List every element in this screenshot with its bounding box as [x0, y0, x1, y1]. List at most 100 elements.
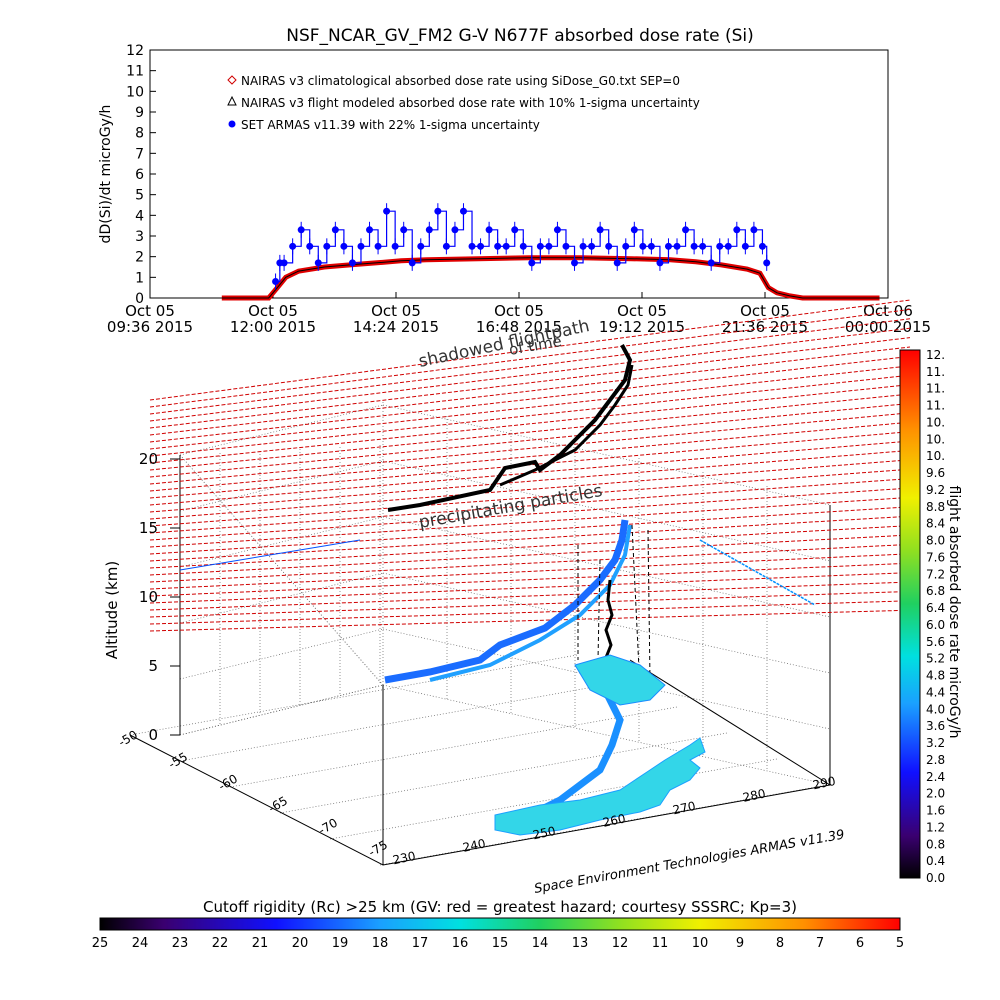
dose-colorbar-tick-label: 2.8: [926, 753, 945, 767]
cutoff-colorbar-tick-label: 18: [372, 936, 389, 951]
cutoff-colorbar-tick-label: 22: [212, 936, 229, 951]
dose-colorbar-tick-label: 10.: [926, 415, 945, 429]
lat-axis-ticks: -50-55-60-65-70-75: [116, 728, 390, 860]
dose-colorbar-tick-label: 5.6: [926, 635, 945, 649]
dose-colorbar-tick-label: 8.4: [926, 517, 945, 531]
x-tick-label: 00:00 2015: [845, 318, 931, 336]
track-projection-right: [699, 539, 816, 606]
grid-line: [382, 404, 831, 506]
dose-rate-chart: NSF_NCAR_GV_FM2 G-V N677F absorbed dose …: [98, 26, 931, 336]
grid-line: [179, 680, 628, 762]
z-axis-ticks: 0 5 10 15 20: [139, 450, 180, 744]
lon-tick-label: 250: [532, 824, 557, 842]
dose-colorbar-tick-label: 9.6: [926, 466, 945, 480]
dose-colorbar-tick-label: 9.2: [926, 483, 945, 497]
z-tick-label: 20: [139, 450, 158, 468]
dose-colorbar-tick-label: 10.: [926, 449, 945, 463]
hatch-line: [149, 487, 911, 541]
cutoff-colorbar-tick-label: 8: [776, 936, 784, 951]
grid-line: [382, 684, 831, 786]
y-tick-label: 3: [135, 229, 144, 245]
series-nairas-flight-modeled: [221, 257, 880, 299]
lat-tick-label: -55: [166, 750, 190, 772]
y-tick-label: 9: [135, 105, 144, 121]
dose-colorbar-tick-label: 7.2: [926, 567, 945, 581]
dose-colorbar-tick-label: 6.0: [926, 618, 945, 632]
cutoff-colorbar-tick-label: 10: [692, 936, 709, 951]
series-armas-step: [437, 210, 447, 247]
x-tick-label: Oct 06: [863, 302, 913, 320]
cutoff-colorbar-tick-label: 11: [652, 936, 669, 951]
grid-line: [382, 516, 831, 618]
cutoff-rigidity-colorbar: Cutoff rigidity (Rc) >25 km (GV: red = g…: [92, 898, 904, 951]
cutoff-colorbar-tick-label: 17: [412, 936, 429, 951]
hatch-line: [149, 590, 911, 618]
hatch-line: [149, 449, 911, 513]
z-axis-label: Altitude (km): [103, 561, 121, 659]
hatch-line: [149, 609, 911, 632]
grid-line: [179, 684, 384, 736]
hatch-line: [149, 346, 911, 436]
lat-tick-label: -70: [316, 816, 340, 838]
x-tick-label: 12:00 2015: [230, 318, 316, 336]
lon-tick-label: 230: [392, 849, 417, 867]
hatch-line: [149, 393, 911, 471]
legend-marker: [228, 120, 236, 128]
dose-colorbar-tick-label: 2.4: [926, 770, 945, 784]
shadowed-flightpath-return: [499, 364, 634, 487]
y-tick-label: 4: [135, 208, 144, 224]
lon-tick-label: 240: [462, 836, 487, 854]
dose-colorbar-tick-label: 1.6: [926, 804, 945, 818]
y-axis-label: dD(Si)/dt microGy/h: [98, 105, 114, 244]
x-tick-label: Oct 05: [248, 302, 298, 320]
hatch-line: [149, 581, 911, 611]
vertical-shadow: [603, 579, 614, 661]
hatch-line: [149, 506, 911, 555]
x-tick-label: 19:12 2015: [599, 318, 685, 336]
grid-line: [129, 654, 578, 736]
series-layer: [221, 203, 880, 301]
y-tick-label: 8: [135, 126, 144, 142]
hatch-line: [149, 318, 911, 415]
dose-colorbar-tick-label: 3.6: [926, 719, 945, 733]
x-tick-label: Oct 05: [125, 302, 175, 320]
dose-colorbar-tick-label: 4.8: [926, 669, 945, 683]
x-tick-label: 16:48 2015: [476, 318, 562, 336]
legend-label: SET ARMAS v11.39 with 22% 1-sigma uncert…: [241, 118, 540, 132]
z-tick-label: 5: [148, 657, 158, 675]
x-tick-label: 14:24 2015: [353, 318, 439, 336]
hatch-line: [149, 478, 911, 534]
hatch-line: [149, 308, 911, 408]
series-armas-step: [403, 229, 413, 263]
lat-tick-label: -75: [366, 838, 390, 860]
flight-path-3d-return: [429, 524, 632, 682]
dose-colorbar-tick-label: 8.8: [926, 500, 945, 514]
annotation-precipitating-particles: precipitating particles: [417, 481, 604, 533]
grid-line: [229, 706, 678, 788]
hatch-line: [149, 374, 911, 457]
grid-line: [279, 732, 728, 814]
y-tick-label: 0: [135, 291, 144, 307]
hatch-line: [149, 553, 911, 590]
cutoff-colorbar-ticks: 25 24 23 22 21 20 19 18 17 16 15 14 13 12 11 10 9 8 7 6 5: [92, 936, 904, 951]
dose-colorbar-tick-label: 1.2: [926, 820, 945, 834]
hatch-line: [149, 468, 911, 527]
cutoff-rigidity-plane: [149, 299, 911, 632]
dose-colorbar-tick-label: 4.4: [926, 685, 945, 699]
cutoff-colorbar-tick-label: 15: [492, 936, 509, 951]
flight-path-3d: [384, 519, 629, 684]
y-tick-label: 1: [135, 270, 144, 286]
hatch-line: [149, 384, 911, 464]
dose-colorbar-tick-label: 6.8: [926, 584, 945, 598]
cutoff-colorbar-tick-label: 13: [572, 936, 589, 951]
hatch-line: [149, 459, 911, 520]
cutoff-colorbar-tick-label: 9: [736, 936, 744, 951]
hatch-line: [149, 515, 911, 562]
cutoff-colorbar-tick-label: 25: [92, 936, 109, 951]
hatch-line: [149, 525, 911, 569]
grid-line: [179, 460, 384, 512]
